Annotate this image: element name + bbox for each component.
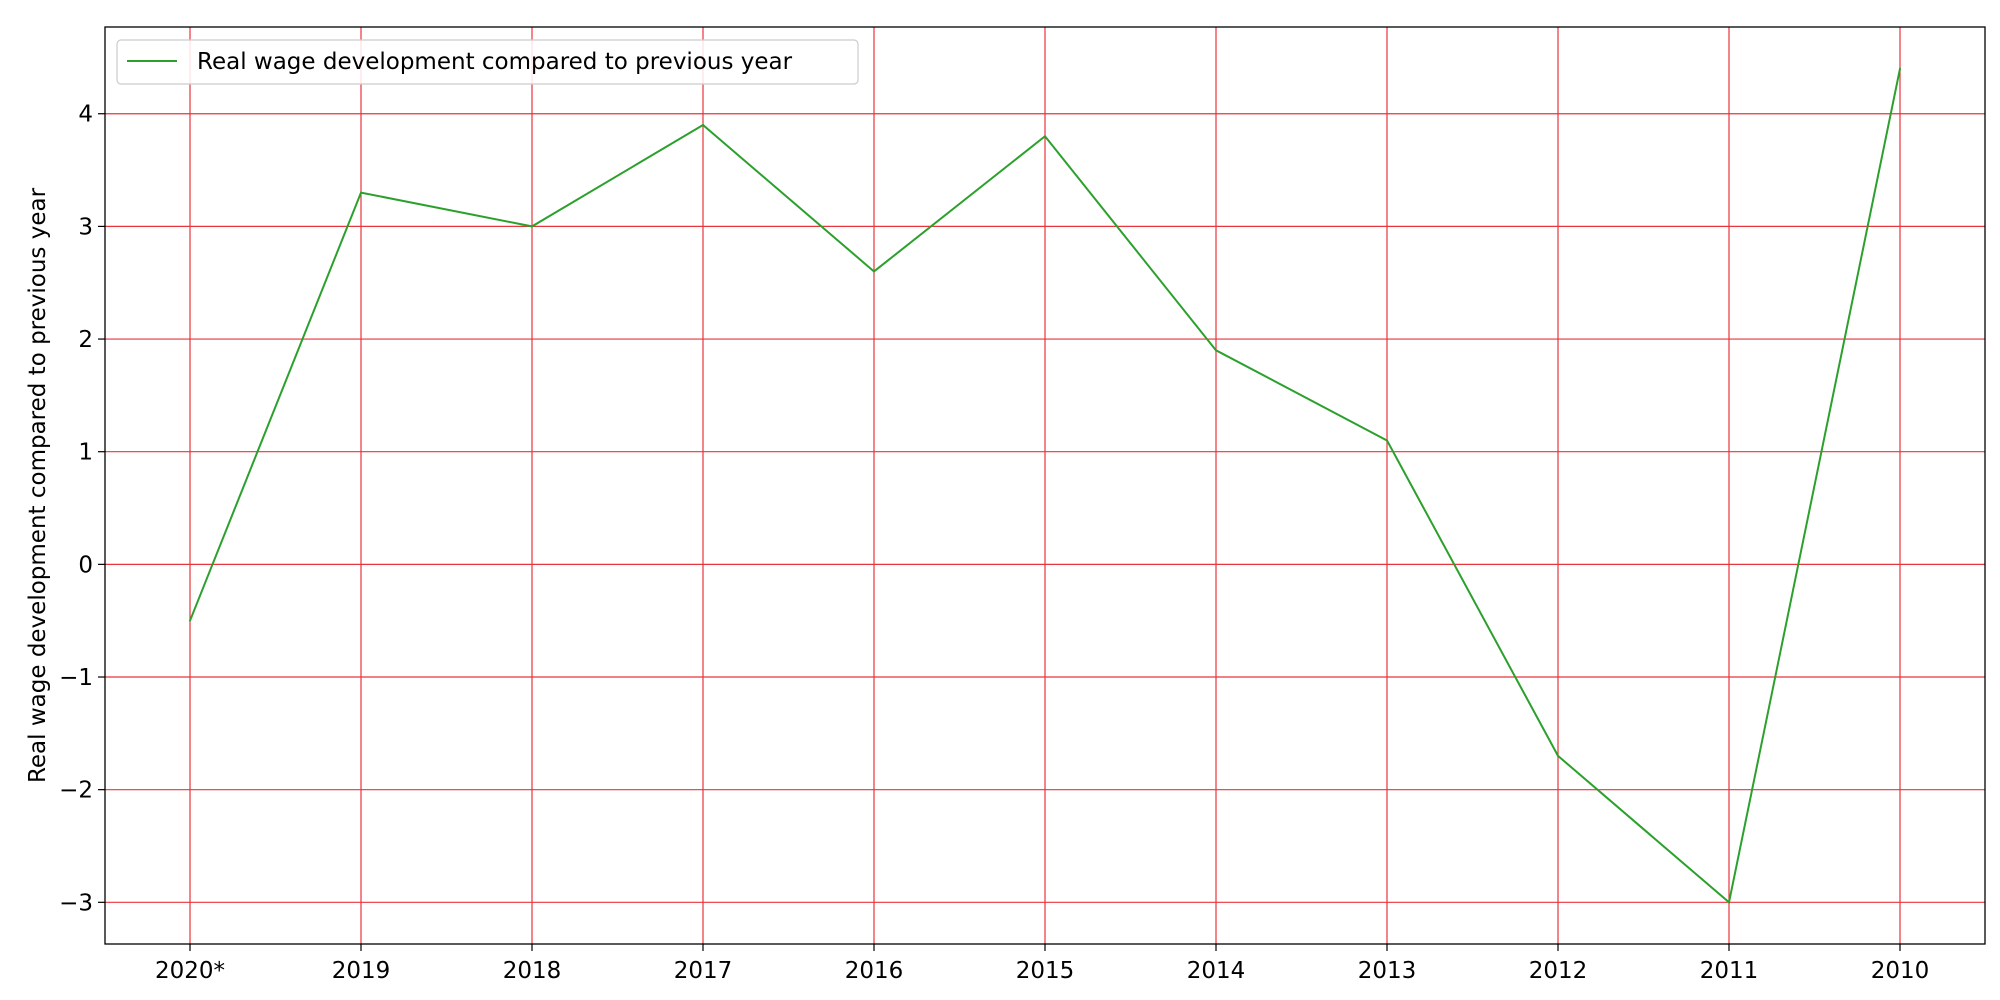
x-tick-label: 2019 (332, 958, 391, 984)
y-tick-label: 2 (78, 327, 93, 353)
x-tick-label: 2017 (674, 958, 733, 984)
x-tick-label: 2018 (503, 958, 562, 984)
x-tick-label: 2011 (1700, 958, 1759, 984)
legend-box (116, 39, 859, 85)
grid (105, 27, 1985, 944)
x-tick-label: 2013 (1358, 958, 1417, 984)
series-layer (189, 67, 1901, 905)
x-axis-ticks: 2020* 2019 2018 2017 2016 2015 2014 2013 2012 201… (155, 944, 1929, 984)
x-tick-label: 2020* (155, 958, 225, 984)
data-point (1899, 67, 1901, 70)
data-point (1215, 349, 1217, 352)
y-tick-label: −1 (59, 665, 93, 691)
data-point (531, 225, 533, 228)
data-point (1386, 439, 1388, 442)
data-point (189, 619, 191, 622)
data-point (1557, 754, 1559, 757)
x-tick-label: 2012 (1529, 958, 1588, 984)
data-point (1728, 901, 1730, 904)
y-axis-ticks: −3 −2 −1 0 1 2 3 4 (59, 102, 105, 916)
legend: Real wage development compared to previo… (116, 39, 859, 85)
data-point (1044, 135, 1046, 138)
legend-entry-label: Real wage development compared to previo… (197, 49, 793, 75)
y-tick-label: 3 (78, 214, 93, 240)
data-point (360, 191, 362, 194)
y-tick-label: −3 (59, 890, 93, 916)
data-point (873, 270, 875, 273)
y-tick-label: −2 (59, 778, 93, 804)
y-tick-label: 1 (78, 440, 93, 466)
x-tick-label: 2016 (845, 958, 904, 984)
data-point (702, 124, 704, 127)
x-tick-label: 2010 (1871, 958, 1930, 984)
y-axis-label: Real wage development compared to previo… (25, 187, 51, 783)
y-tick-label: 4 (78, 102, 93, 128)
x-tick-label: 2014 (1187, 958, 1246, 984)
x-tick-label: 2015 (1016, 958, 1075, 984)
y-tick-label: 0 (78, 552, 93, 578)
